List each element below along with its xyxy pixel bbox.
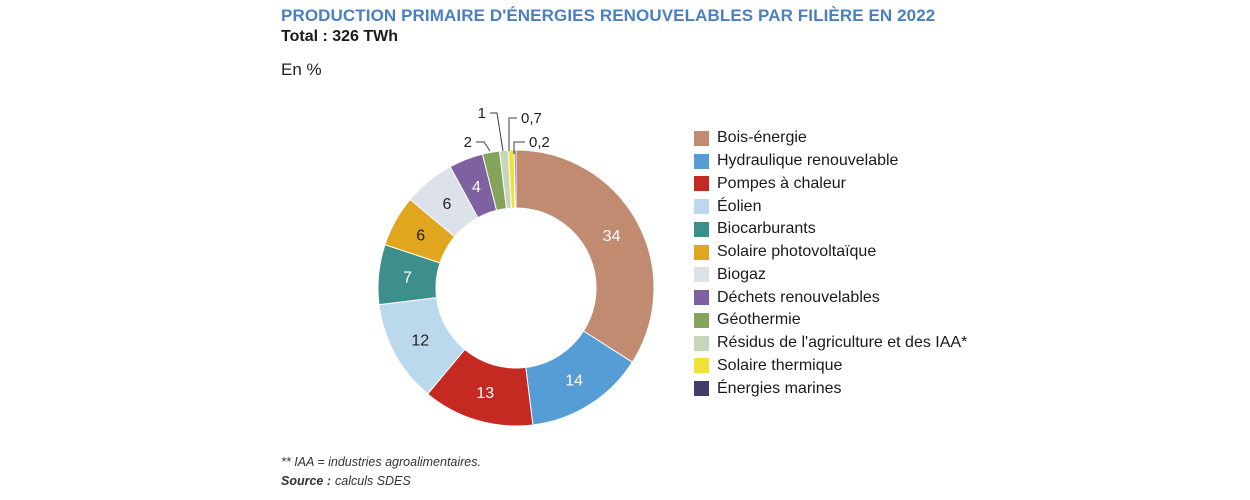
chart-unit-label: En % <box>281 60 322 79</box>
legend-label: Énergies marines <box>717 379 842 397</box>
callout-value-label: 1 <box>478 105 486 122</box>
chart-total: Total : 326 TWh <box>281 28 399 45</box>
chart-legend: Bois-énergie Hydraulique renouvelable Pomp… <box>694 127 967 400</box>
callout-value-label: 0,2 <box>529 134 550 151</box>
legend-label: Bois-énergie <box>717 129 807 147</box>
legend-swatch <box>694 381 709 397</box>
legend-item: Solaire photovoltaïque <box>694 241 967 264</box>
legend-swatch <box>694 199 709 215</box>
chart-title: PRODUCTION PRIMAIRE D'ÉNERGIES RENOUVELA… <box>281 6 936 25</box>
slice-value-label: 14 <box>565 373 583 390</box>
slice-value-label: 13 <box>476 385 494 402</box>
legend-swatch <box>694 221 709 237</box>
source-line: Source : calculs SDES <box>281 474 411 488</box>
legend-swatch <box>694 244 709 260</box>
legend-item: Biocarburants <box>694 218 967 241</box>
slice-value-label: 34 <box>603 228 621 245</box>
donut-slice <box>515 149 655 363</box>
callout-leader-line <box>513 141 525 154</box>
callout-value-label: 0,7 <box>521 110 542 127</box>
legend-swatch <box>694 312 709 328</box>
legend-item: Éolien <box>694 195 967 218</box>
legend-label: Hydraulique renouvelable <box>717 152 899 170</box>
legend-item: Pompes à chaleur <box>694 173 967 196</box>
legend-item: Hydraulique renouvelable <box>694 150 967 173</box>
legend-label: Pompes à chaleur <box>717 174 846 192</box>
legend-swatch <box>694 335 709 351</box>
legend-swatch <box>694 358 709 374</box>
legend-label: Solaire thermique <box>717 356 843 374</box>
legend-swatch <box>694 267 709 283</box>
legend-item: Biogaz <box>694 264 967 287</box>
legend-item: Énergies marines <box>694 377 967 400</box>
legend-item: Déchets renouvelables <box>694 286 967 309</box>
donut-slice <box>513 149 517 209</box>
legend-item: Résidus de l'agriculture et des IAA* <box>694 332 967 355</box>
legend-label: Géothermie <box>717 311 801 329</box>
legend-swatch <box>694 176 709 192</box>
legend-label: Biocarburants <box>717 220 816 238</box>
callout-leader-line <box>476 141 491 152</box>
callout-leader-line <box>490 112 504 152</box>
legend-swatch <box>694 153 709 169</box>
legend-item: Bois-énergie <box>694 127 967 150</box>
legend-label: Déchets renouvelables <box>717 288 880 306</box>
legend-label: Résidus de l'agriculture et des IAA* <box>717 334 968 352</box>
source-label: Source : <box>281 474 332 488</box>
slice-value-label: 4 <box>472 179 481 196</box>
callout-leader-line <box>508 117 517 151</box>
legend-label: Solaire photovoltaïque <box>717 243 877 261</box>
legend-item: Solaire thermique <box>694 355 967 378</box>
source-value: calculs SDES <box>335 474 411 488</box>
legend-swatch <box>694 130 709 146</box>
legend-swatch <box>694 290 709 306</box>
legend-label: Éolien <box>717 197 762 215</box>
slice-value-label: 6 <box>443 196 452 213</box>
donut-chart: 34 14 13 12 7 6 6 4 21 0,7 0,2 <box>377 105 655 427</box>
callout-value-label: 2 <box>464 134 472 151</box>
footnote: ** IAA = industries agroalimentaires. <box>281 455 481 469</box>
slice-value-label: 6 <box>416 227 425 244</box>
slice-value-label: 7 <box>403 270 412 287</box>
legend-label: Biogaz <box>717 265 766 283</box>
slice-value-label: 12 <box>411 333 429 350</box>
legend-item: Géothermie <box>694 309 967 332</box>
